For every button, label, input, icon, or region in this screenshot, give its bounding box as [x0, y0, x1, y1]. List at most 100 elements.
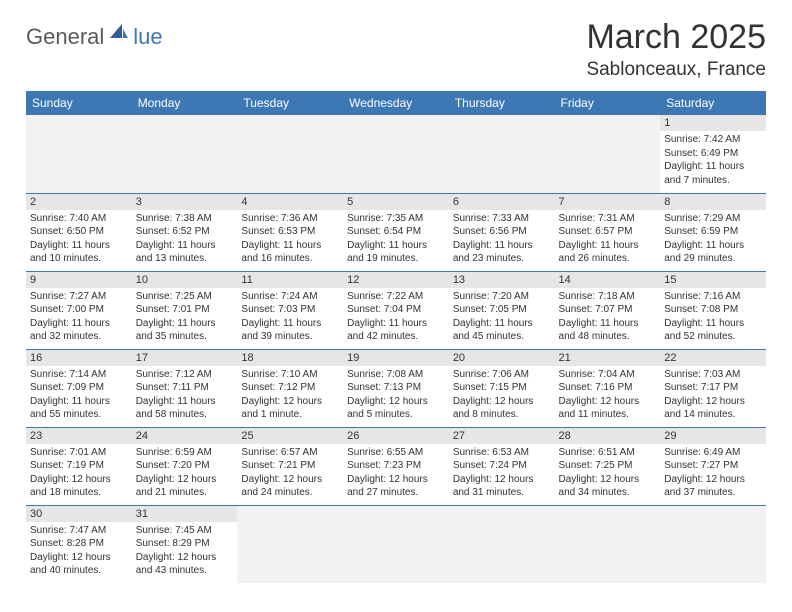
sunset-text: Sunset: 7:05 PM	[453, 303, 551, 317]
day-number: 5	[343, 194, 449, 210]
day-number: 9	[26, 272, 132, 288]
logo-text-blue: lue	[133, 24, 162, 50]
sunset-text: Sunset: 8:28 PM	[30, 537, 128, 551]
calendar-cell: 21Sunrise: 7:04 AMSunset: 7:16 PMDayligh…	[555, 349, 661, 427]
sunrise-text: Sunrise: 6:49 AM	[664, 446, 762, 460]
calendar-cell: 6Sunrise: 7:33 AMSunset: 6:56 PMDaylight…	[449, 193, 555, 271]
col-wednesday: Wednesday	[343, 91, 449, 115]
calendar-cell: 2Sunrise: 7:40 AMSunset: 6:50 PMDaylight…	[26, 193, 132, 271]
col-sunday: Sunday	[26, 91, 132, 115]
sunrise-text: Sunrise: 7:08 AM	[347, 368, 445, 382]
sunrise-text: Sunrise: 7:35 AM	[347, 212, 445, 226]
day-details: Sunrise: 7:18 AMSunset: 7:07 PMDaylight:…	[555, 288, 661, 344]
daylight-text: Daylight: 12 hours and 24 minutes.	[241, 473, 339, 500]
calendar-cell	[343, 115, 449, 193]
day-number: 25	[237, 428, 343, 444]
daylight-text: Daylight: 11 hours and 35 minutes.	[136, 317, 234, 344]
daylight-text: Daylight: 11 hours and 32 minutes.	[30, 317, 128, 344]
day-number: 21	[555, 350, 661, 366]
sunset-text: Sunset: 6:59 PM	[664, 225, 762, 239]
calendar-cell	[449, 115, 555, 193]
day-details: Sunrise: 7:06 AMSunset: 7:15 PMDaylight:…	[449, 366, 555, 422]
sunset-text: Sunset: 7:27 PM	[664, 459, 762, 473]
daylight-text: Daylight: 12 hours and 27 minutes.	[347, 473, 445, 500]
day-details: Sunrise: 7:08 AMSunset: 7:13 PMDaylight:…	[343, 366, 449, 422]
sunset-text: Sunset: 6:50 PM	[30, 225, 128, 239]
day-details: Sunrise: 7:33 AMSunset: 6:56 PMDaylight:…	[449, 210, 555, 266]
sunset-text: Sunset: 6:54 PM	[347, 225, 445, 239]
day-number: 29	[660, 428, 766, 444]
day-number: 26	[343, 428, 449, 444]
sunset-text: Sunset: 7:17 PM	[664, 381, 762, 395]
day-details: Sunrise: 7:24 AMSunset: 7:03 PMDaylight:…	[237, 288, 343, 344]
sunset-text: Sunset: 7:12 PM	[241, 381, 339, 395]
calendar-cell: 17Sunrise: 7:12 AMSunset: 7:11 PMDayligh…	[132, 349, 238, 427]
calendar-cell	[343, 505, 449, 583]
daylight-text: Daylight: 12 hours and 5 minutes.	[347, 395, 445, 422]
sunrise-text: Sunrise: 6:57 AM	[241, 446, 339, 460]
day-number: 10	[132, 272, 238, 288]
sunset-text: Sunset: 6:57 PM	[559, 225, 657, 239]
day-details: Sunrise: 7:38 AMSunset: 6:52 PMDaylight:…	[132, 210, 238, 266]
calendar-cell: 12Sunrise: 7:22 AMSunset: 7:04 PMDayligh…	[343, 271, 449, 349]
sunset-text: Sunset: 7:04 PM	[347, 303, 445, 317]
daylight-text: Daylight: 12 hours and 31 minutes.	[453, 473, 551, 500]
sunrise-text: Sunrise: 7:33 AM	[453, 212, 551, 226]
day-number: 23	[26, 428, 132, 444]
sunrise-text: Sunrise: 7:45 AM	[136, 524, 234, 538]
day-number: 1	[660, 115, 766, 131]
daylight-text: Daylight: 11 hours and 23 minutes.	[453, 239, 551, 266]
day-details: Sunrise: 7:40 AMSunset: 6:50 PMDaylight:…	[26, 210, 132, 266]
logo-text-general: General	[26, 24, 104, 50]
day-number: 6	[449, 194, 555, 210]
day-details: Sunrise: 7:03 AMSunset: 7:17 PMDaylight:…	[660, 366, 766, 422]
calendar-cell: 25Sunrise: 6:57 AMSunset: 7:21 PMDayligh…	[237, 427, 343, 505]
sunset-text: Sunset: 6:49 PM	[664, 147, 762, 161]
calendar-cell: 13Sunrise: 7:20 AMSunset: 7:05 PMDayligh…	[449, 271, 555, 349]
calendar-cell	[555, 115, 661, 193]
col-monday: Monday	[132, 91, 238, 115]
calendar-cell: 23Sunrise: 7:01 AMSunset: 7:19 PMDayligh…	[26, 427, 132, 505]
calendar-cell: 24Sunrise: 6:59 AMSunset: 7:20 PMDayligh…	[132, 427, 238, 505]
day-details: Sunrise: 7:22 AMSunset: 7:04 PMDaylight:…	[343, 288, 449, 344]
calendar-week-row: 1Sunrise: 7:42 AMSunset: 6:49 PMDaylight…	[26, 115, 766, 193]
calendar-cell	[237, 115, 343, 193]
calendar-cell: 3Sunrise: 7:38 AMSunset: 6:52 PMDaylight…	[132, 193, 238, 271]
day-details: Sunrise: 7:27 AMSunset: 7:00 PMDaylight:…	[26, 288, 132, 344]
day-details: Sunrise: 7:16 AMSunset: 7:08 PMDaylight:…	[660, 288, 766, 344]
daylight-text: Daylight: 11 hours and 39 minutes.	[241, 317, 339, 344]
day-number: 30	[26, 506, 132, 522]
daylight-text: Daylight: 11 hours and 16 minutes.	[241, 239, 339, 266]
calendar-cell	[555, 505, 661, 583]
sunset-text: Sunset: 7:00 PM	[30, 303, 128, 317]
daylight-text: Daylight: 11 hours and 58 minutes.	[136, 395, 234, 422]
day-number: 11	[237, 272, 343, 288]
daylight-text: Daylight: 11 hours and 48 minutes.	[559, 317, 657, 344]
daylight-text: Daylight: 11 hours and 29 minutes.	[664, 239, 762, 266]
calendar-week-row: 23Sunrise: 7:01 AMSunset: 7:19 PMDayligh…	[26, 427, 766, 505]
daylight-text: Daylight: 11 hours and 19 minutes.	[347, 239, 445, 266]
calendar-cell: 15Sunrise: 7:16 AMSunset: 7:08 PMDayligh…	[660, 271, 766, 349]
day-details: Sunrise: 7:31 AMSunset: 6:57 PMDaylight:…	[555, 210, 661, 266]
month-title: March 2025	[586, 18, 766, 57]
day-details: Sunrise: 7:47 AMSunset: 8:28 PMDaylight:…	[26, 522, 132, 578]
day-details: Sunrise: 7:42 AMSunset: 6:49 PMDaylight:…	[660, 131, 766, 187]
sunset-text: Sunset: 7:07 PM	[559, 303, 657, 317]
day-details: Sunrise: 7:10 AMSunset: 7:12 PMDaylight:…	[237, 366, 343, 422]
sunrise-text: Sunrise: 7:36 AM	[241, 212, 339, 226]
sunset-text: Sunset: 7:23 PM	[347, 459, 445, 473]
sunrise-text: Sunrise: 6:51 AM	[559, 446, 657, 460]
day-number: 27	[449, 428, 555, 444]
sunset-text: Sunset: 7:08 PM	[664, 303, 762, 317]
logo-sail-icon	[108, 22, 130, 40]
day-number: 14	[555, 272, 661, 288]
daylight-text: Daylight: 11 hours and 45 minutes.	[453, 317, 551, 344]
sunrise-text: Sunrise: 7:20 AM	[453, 290, 551, 304]
calendar-table: Sunday Monday Tuesday Wednesday Thursday…	[26, 91, 766, 583]
sunrise-text: Sunrise: 7:40 AM	[30, 212, 128, 226]
col-friday: Friday	[555, 91, 661, 115]
calendar-cell	[660, 505, 766, 583]
day-number: 3	[132, 194, 238, 210]
daylight-text: Daylight: 12 hours and 43 minutes.	[136, 551, 234, 578]
sunrise-text: Sunrise: 7:31 AM	[559, 212, 657, 226]
